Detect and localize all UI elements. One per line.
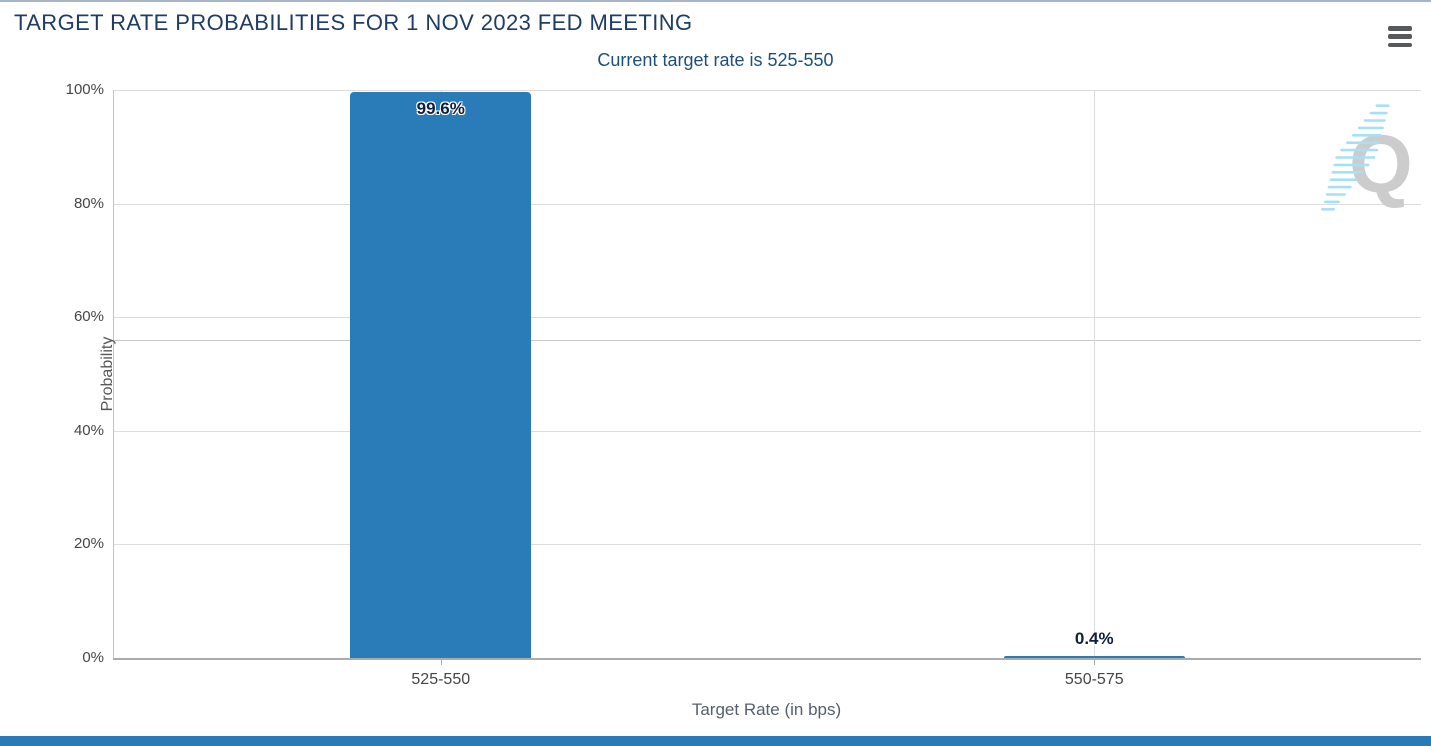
x-tick-mark [440, 658, 442, 665]
y-tick-label: 100% [65, 81, 104, 98]
bar-value-label: 99.6% [416, 99, 465, 119]
page-title: TARGET RATE PROBABILITIES FOR 1 NOV 2023… [14, 10, 693, 35]
plot-area: Probability 0% 20% 40% 60% 80% 100% 99.6% 525-5… [66, 81, 1421, 688]
y-gridline [114, 544, 1421, 546]
chart-subtitle: Current target rate is 525-550 [597, 50, 834, 70]
bar-550-575[interactable] [1003, 655, 1185, 658]
hamburger-icon [1388, 34, 1412, 39]
y-tick-label: 40% [73, 421, 104, 439]
bar-525-550[interactable] [350, 92, 532, 658]
y-gridline [114, 203, 1421, 205]
y-gridline [114, 90, 1421, 91]
y-gridline [114, 317, 1421, 319]
menu-button[interactable] [1388, 26, 1412, 47]
x-category-label: 525-550 [411, 671, 471, 688]
hamburger-icon [1388, 42, 1412, 47]
hamburger-icon [1388, 26, 1412, 31]
x-category-label: 550-575 [1064, 671, 1124, 688]
y-axis-title: Probability [99, 336, 116, 412]
extra-gridline [114, 339, 1421, 341]
footer-accent-bar [0, 736, 1431, 746]
x-axis-title: Target Rate (in bps) [691, 700, 842, 719]
y-tick-label: 20% [73, 535, 104, 553]
y-tick-label: 60% [73, 308, 104, 326]
bar-value-label: 0.4% [1074, 628, 1114, 648]
y-tick-label: 80% [73, 194, 104, 212]
x-tick-mark [1094, 658, 1096, 665]
y-gridline [114, 430, 1421, 432]
y-tick-label: 0% [82, 649, 104, 666]
x-gridline [1094, 90, 1096, 658]
